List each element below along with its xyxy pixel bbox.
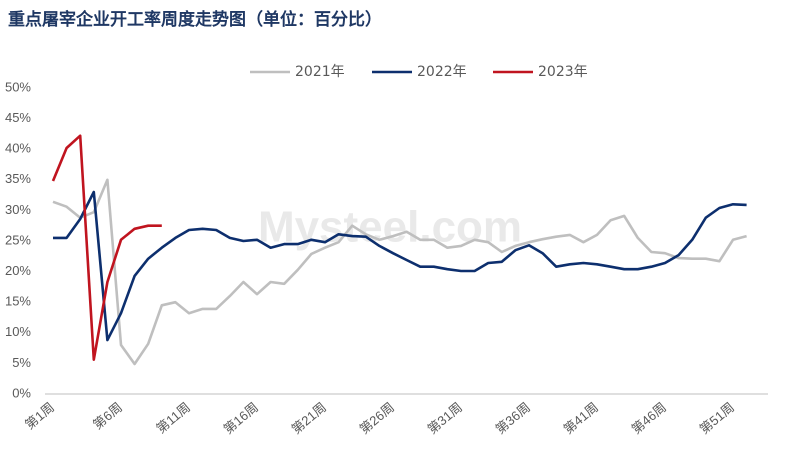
x-tick-label: 第36周 [492,399,533,437]
x-tick-label: 第1周 [22,399,57,432]
x-tick-label: 第51周 [696,399,737,437]
x-tick-label: 第11周 [153,399,193,436]
y-tick-label: 5% [12,355,31,370]
series-line [53,190,747,342]
x-tick-label: 第26周 [356,399,397,437]
y-tick-label: 15% [5,294,31,309]
y-tick-label: 25% [5,232,31,247]
chart-title: 重点屠宰企业开工率周度走势图（单位：百分比） [8,9,382,30]
y-tick-label: 50% [5,79,31,94]
x-tick-label: 第46周 [628,399,669,437]
y-tick-label: 30% [5,202,31,217]
legend-label: 2023年 [538,64,588,80]
x-tick-label: 第6周 [90,399,125,432]
series-line [52,178,747,366]
legend-label: 2022年 [417,64,467,80]
y-tick-label: 45% [5,110,31,125]
series-line [51,134,162,361]
y-tick-label: 0% [12,385,31,400]
x-tick-label: 第16周 [220,399,261,437]
y-tick-label: 20% [5,263,31,278]
x-tick-label: 第21周 [288,399,329,437]
y-tick-label: 35% [5,171,31,186]
x-tick-label: 第41周 [560,399,601,437]
y-tick-label: 40% [5,141,31,156]
x-tick-label: 第31周 [424,399,465,437]
legend-label: 2021年 [295,64,345,80]
y-tick-label: 10% [5,324,31,339]
